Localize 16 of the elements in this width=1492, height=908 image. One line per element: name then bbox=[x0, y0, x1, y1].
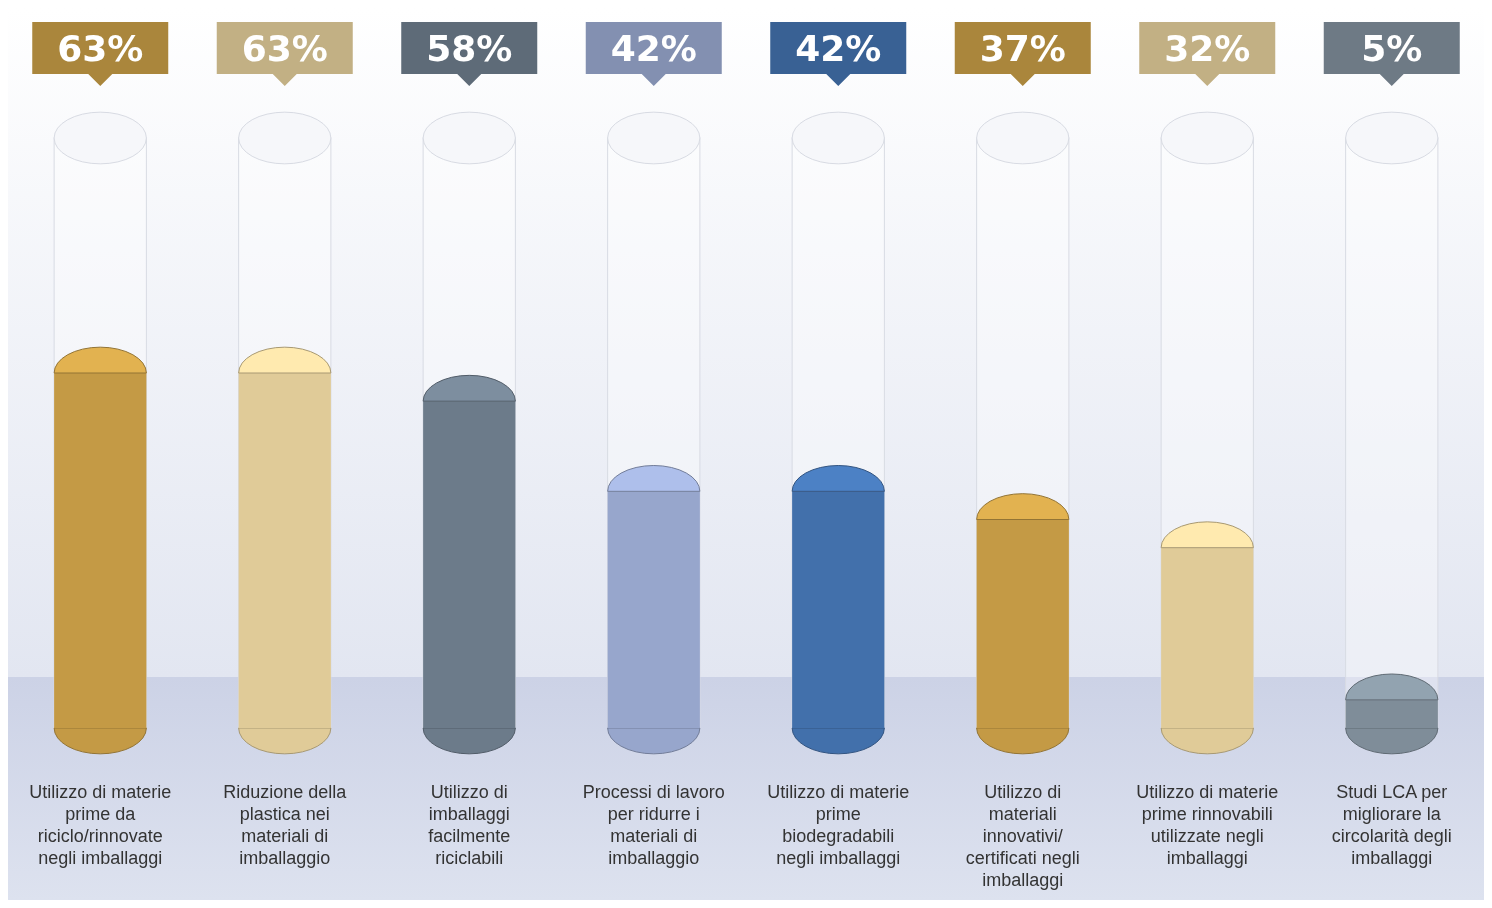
data-label: 37% bbox=[979, 28, 1066, 69]
data-label: 58% bbox=[426, 28, 513, 69]
data-label: 32% bbox=[1164, 28, 1251, 69]
x-tick-label: Utilizzo di imballaggi facilmente riciclabili bbox=[428, 782, 511, 868]
x-tick-label: Utilizzo di materie prime rinnovabili utilizzate negli imballaggi bbox=[1136, 782, 1279, 868]
data-label: 42% bbox=[610, 28, 697, 69]
x-tick-label: Utilizzo di materie prime da riciclo/rinnovate negli imballaggi bbox=[29, 782, 172, 868]
x-tick-label: Studi LCA per migliorare la circolarità degli imballaggi bbox=[1331, 782, 1452, 868]
x-tick-label: Processi di lavoro per ridurre i materiali di imballaggio bbox=[582, 782, 725, 868]
x-tick-label: Utilizzo di materie prime biodegradabili negli imballaggi bbox=[767, 782, 910, 868]
data-label: 63% bbox=[57, 28, 144, 69]
x-tick-label: Riduzione della plastica nei materiali di imballaggio bbox=[223, 782, 348, 868]
data-label: 5% bbox=[1361, 28, 1423, 69]
data-label: 63% bbox=[241, 28, 328, 69]
x-tick-label: Utilizzo di materiali innovativi/ certificati negli imballaggi bbox=[965, 782, 1080, 890]
data-label: 42% bbox=[795, 28, 882, 69]
